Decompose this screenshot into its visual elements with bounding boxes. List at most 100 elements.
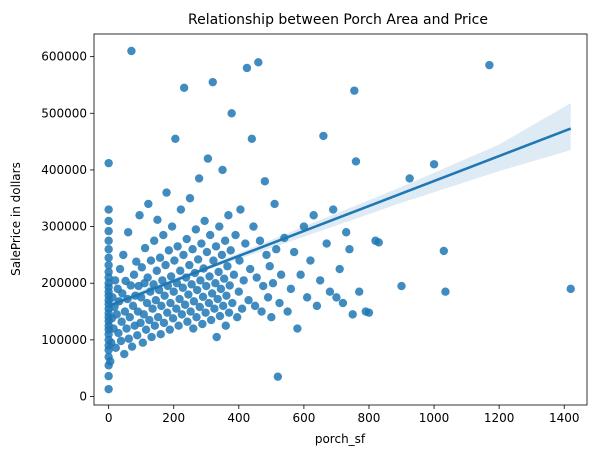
data-point xyxy=(202,247,212,257)
data-point xyxy=(223,262,232,271)
y-axis-label: SalePrice in dollars xyxy=(9,162,23,276)
data-point xyxy=(120,307,130,316)
data-point xyxy=(173,242,182,251)
x-tick-label: 0 xyxy=(105,411,113,425)
data-point xyxy=(439,246,449,256)
data-point xyxy=(117,317,126,326)
data-point xyxy=(193,255,203,264)
data-point xyxy=(176,205,186,214)
data-point xyxy=(286,284,296,294)
x-tick-label: 1400 xyxy=(549,411,580,425)
data-point xyxy=(275,298,284,308)
data-point xyxy=(172,304,181,313)
data-point xyxy=(201,308,210,317)
data-point xyxy=(115,264,125,274)
x-tick-label: 1200 xyxy=(484,411,515,425)
data-point xyxy=(192,313,201,322)
data-point xyxy=(163,308,172,317)
data-point xyxy=(397,281,406,291)
x-tick-label: 800 xyxy=(358,411,381,425)
data-point xyxy=(191,225,201,234)
data-point xyxy=(225,281,234,290)
data-point xyxy=(322,239,331,248)
points-layer xyxy=(104,46,575,394)
data-point xyxy=(312,301,322,311)
data-point xyxy=(182,234,191,244)
data-point xyxy=(183,317,192,326)
data-point xyxy=(145,315,154,325)
data-point xyxy=(209,256,218,265)
data-point xyxy=(160,291,169,300)
data-point xyxy=(179,83,189,93)
data-point xyxy=(189,324,198,333)
data-point xyxy=(272,245,281,254)
regression-line xyxy=(108,127,572,308)
data-point xyxy=(319,131,328,141)
data-point xyxy=(215,311,225,321)
data-point xyxy=(159,230,168,240)
data-point xyxy=(239,276,248,285)
data-point xyxy=(120,349,129,359)
data-point xyxy=(338,298,348,308)
x-axis-label: porch_sf xyxy=(315,432,366,446)
data-point xyxy=(143,273,152,282)
data-point xyxy=(104,216,113,226)
data-point xyxy=(214,267,223,277)
data-point xyxy=(119,250,128,260)
data-point xyxy=(268,279,278,288)
data-point xyxy=(220,236,230,245)
data-point xyxy=(175,294,184,304)
data-point xyxy=(211,242,221,251)
data-point xyxy=(171,134,180,143)
data-point xyxy=(429,160,439,169)
data-point xyxy=(186,307,195,316)
data-point xyxy=(139,310,148,319)
data-point xyxy=(104,158,113,168)
data-point xyxy=(208,77,217,87)
data-point xyxy=(192,285,202,295)
data-point xyxy=(355,287,364,296)
data-point xyxy=(219,274,229,283)
data-point xyxy=(267,313,276,322)
data-point xyxy=(165,325,175,334)
data-point xyxy=(110,276,120,285)
data-point xyxy=(242,63,252,73)
data-point xyxy=(332,293,341,302)
data-point xyxy=(184,290,193,299)
data-point xyxy=(138,338,148,347)
data-point xyxy=(176,266,185,275)
data-point xyxy=(289,247,299,257)
data-point xyxy=(144,199,153,209)
data-point xyxy=(215,222,224,231)
data-point xyxy=(137,263,147,272)
y-tick-label: 600000 xyxy=(41,50,87,64)
x-tick-label: 1000 xyxy=(419,411,450,425)
data-point xyxy=(221,321,230,330)
data-point xyxy=(116,336,126,346)
data-point xyxy=(441,287,450,296)
x-tick-label: 400 xyxy=(227,411,250,425)
data-point xyxy=(222,291,231,300)
data-point xyxy=(198,319,207,329)
data-point xyxy=(136,318,145,328)
data-point xyxy=(155,253,165,262)
data-point xyxy=(195,302,204,312)
data-point xyxy=(296,270,305,279)
data-point xyxy=(159,318,169,328)
data-point xyxy=(104,384,113,394)
data-point xyxy=(177,310,187,319)
y-tick-label: 200000 xyxy=(41,276,87,290)
data-point xyxy=(166,298,175,308)
data-point xyxy=(187,280,196,289)
data-point xyxy=(198,292,208,302)
data-point xyxy=(178,283,188,292)
data-point xyxy=(226,246,235,255)
data-point xyxy=(161,260,170,270)
data-point xyxy=(104,226,113,236)
data-point xyxy=(241,239,250,248)
data-point xyxy=(235,256,244,265)
data-point xyxy=(485,60,494,70)
data-point xyxy=(204,298,214,308)
data-point xyxy=(218,301,228,311)
data-point xyxy=(124,334,134,343)
